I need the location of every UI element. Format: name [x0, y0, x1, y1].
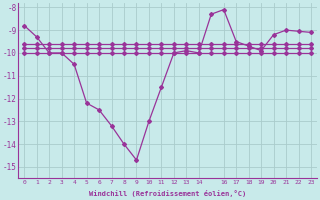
X-axis label: Windchill (Refroidissement éolien,°C): Windchill (Refroidissement éolien,°C) [89, 190, 246, 197]
